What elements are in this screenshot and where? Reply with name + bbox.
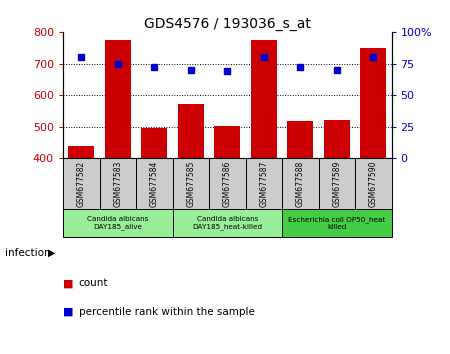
Text: GSM677590: GSM677590 bbox=[369, 160, 378, 207]
Text: infection: infection bbox=[4, 248, 50, 258]
Bar bbox=[209, 159, 246, 209]
Bar bbox=[63, 209, 172, 237]
Bar bbox=[246, 159, 282, 209]
Text: ■: ■ bbox=[63, 307, 73, 316]
Text: ▶: ▶ bbox=[48, 248, 55, 258]
Bar bbox=[288, 121, 313, 285]
Bar bbox=[251, 40, 276, 285]
Bar bbox=[319, 159, 355, 209]
Bar bbox=[355, 159, 392, 209]
Bar bbox=[215, 126, 240, 285]
Text: count: count bbox=[79, 278, 108, 288]
Bar bbox=[324, 120, 350, 285]
Bar bbox=[360, 48, 386, 285]
Bar bbox=[136, 159, 172, 209]
Text: GSM677587: GSM677587 bbox=[259, 161, 268, 207]
Bar bbox=[99, 159, 136, 209]
Text: Candida albicans
DAY185_alive: Candida albicans DAY185_alive bbox=[87, 216, 148, 230]
Bar bbox=[282, 159, 319, 209]
Bar bbox=[68, 146, 94, 285]
Text: Escherichia coli OP50_heat
killed: Escherichia coli OP50_heat killed bbox=[288, 216, 385, 230]
Bar bbox=[141, 128, 167, 285]
Bar bbox=[172, 209, 282, 237]
Text: ■: ■ bbox=[63, 278, 73, 288]
Text: percentile rank within the sample: percentile rank within the sample bbox=[79, 307, 255, 316]
Text: GSM677586: GSM677586 bbox=[223, 161, 232, 207]
Text: GSM677582: GSM677582 bbox=[77, 161, 86, 207]
Bar bbox=[172, 159, 209, 209]
Text: GSM677585: GSM677585 bbox=[186, 161, 195, 207]
Text: Candida albicans
DAY185_heat-killed: Candida albicans DAY185_heat-killed bbox=[192, 216, 262, 230]
Text: GSM677589: GSM677589 bbox=[332, 161, 341, 207]
Bar bbox=[282, 209, 392, 237]
Text: GSM677584: GSM677584 bbox=[150, 161, 159, 207]
Bar bbox=[178, 104, 203, 285]
Text: GSM677588: GSM677588 bbox=[296, 161, 305, 207]
Text: GSM677583: GSM677583 bbox=[113, 161, 122, 207]
Bar bbox=[105, 40, 130, 285]
Title: GDS4576 / 193036_s_at: GDS4576 / 193036_s_at bbox=[144, 17, 310, 31]
Bar bbox=[63, 159, 99, 209]
